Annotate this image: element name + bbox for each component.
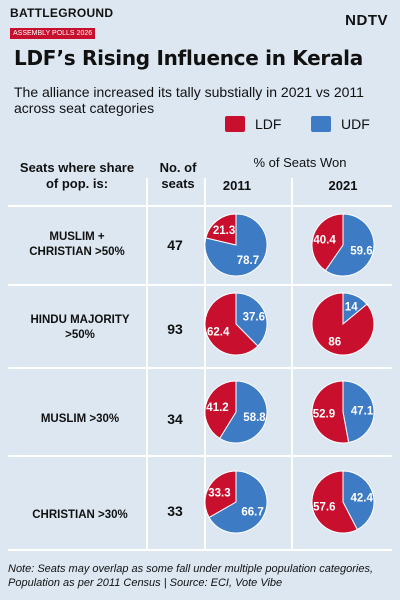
pie-2011-row4-udf-slice [208,470,268,534]
pie-2021-row3-ldf-label: 52.9 [313,409,335,421]
row-seats-3: 34 [167,411,183,427]
pie-2011-row2-udf-slice [235,292,268,347]
page-subtitle: The alliance increased its tally substia… [14,84,364,116]
pie-2021-row4-udf-slice [342,470,375,531]
pie-2011-row1-ldf-label: 21.3 [213,225,235,237]
pie-2021-row3-ldf-slice [311,380,350,444]
pie-2021-row2-ldf-label: 86 [328,336,341,348]
row-seats-4: 33 [167,503,183,519]
pie-2011-row3-udf-slice [219,380,268,444]
brand-logo: BATTLEGROUND ASSEMBLY POLLS 2026 [10,6,113,39]
row-category-2: HINDU MAJORITY >50% [30,314,130,341]
pie-2021-row2-udf-label: 14 [345,302,358,314]
pie-2021-row4-ldf-label: 57.6 [313,502,335,514]
pie-2011-row1-udf-label: 78.7 [237,255,259,267]
brand-name: BATTLEGROUND [10,6,114,20]
pie-2021-row1-ldf-slice [311,213,344,272]
page-title: LDF’s Rising Influence in Kerala [14,46,363,70]
legend: LDF UDF [225,116,395,134]
pie-2011-row2-ldf-label: 62.4 [207,326,230,338]
header-seats-where: Seats where share of pop. is: [19,160,135,191]
header-year-2021: 2021 [328,178,358,193]
pie-2021-row1-udf-label: 59.6 [350,246,372,258]
pie-2021-row3-udf-label: 47.1 [351,405,374,417]
footnote: Note: Seats may overlap as some fall und… [8,563,374,589]
row-seats-2: 93 [167,321,183,337]
pie-2011-row4-ldf-slice [204,470,237,519]
pie-2011-row4-udf-label: 66.7 [241,507,263,519]
pie-2011-row3-udf-label: 58.8 [243,412,266,424]
ndtv-logo: NDTV [345,12,388,29]
header-no-of-seats: No. of seats [159,160,197,191]
pie-2011-row3-ldf-slice [204,380,237,440]
legend-swatch-udf [311,116,331,132]
pie-2021-row1-udf-slice [324,213,375,277]
legend-label-ldf: LDF [255,116,282,132]
pie-2021-row4-ldf-slice [311,470,358,534]
row-category-1: MUSLIM + CHRISTIAN >50% [29,231,125,258]
pie-2021-row4-udf-label: 42.4 [351,493,374,505]
pie-2011-row2-udf-label: 37.6 [243,312,265,324]
legend-label-udf: UDF [341,116,370,132]
row-seats-1: 47 [167,237,183,253]
pie-2021-row2-ldf-slice [311,292,375,356]
row-category-3: MUSLIM >30% [40,413,120,425]
row-category-4: CHRISTIAN >30% [32,509,128,521]
brand-subtitle: ASSEMBLY POLLS 2026 [10,28,96,39]
header-year-2011: 2011 [222,178,252,193]
pie-2021-row3-udf-slice [342,380,375,444]
legend-swatch-ldf [225,116,245,132]
pie-2011-row3-ldf-label: 41.2 [206,402,228,414]
pie-2011-row4-ldf-label: 33.3 [208,487,230,499]
pie-2011-row1-ldf-slice [205,213,237,246]
pie-2011-row2-ldf-slice [204,292,259,356]
pie-2021-row1-ldf-label: 40.4 [313,234,336,246]
header-pct-won: % of Seats Won [253,155,347,170]
